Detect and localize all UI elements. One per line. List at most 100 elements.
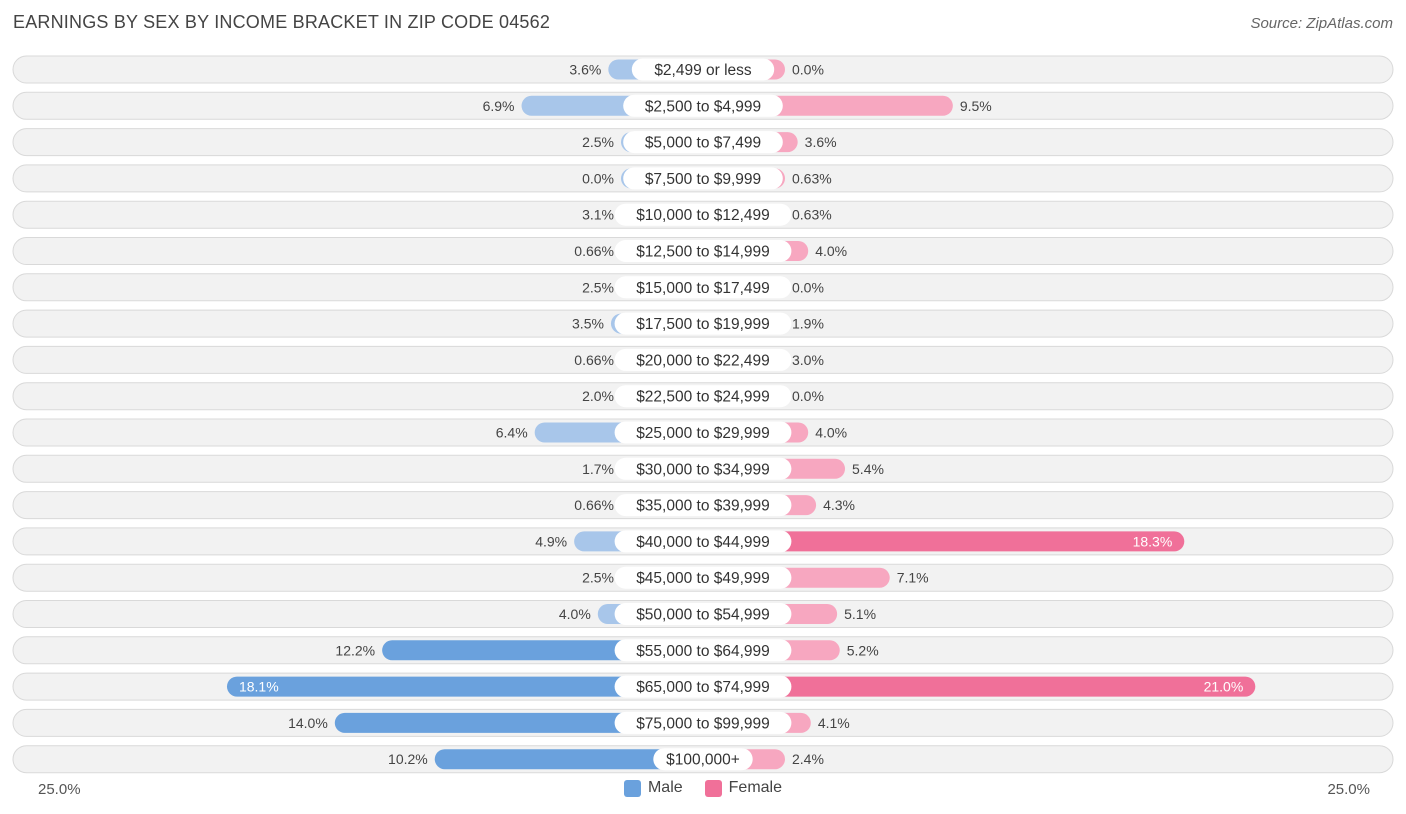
chart-title: EARNINGS BY SEX BY INCOME BRACKET IN ZIP… [13, 12, 551, 32]
bar-row: $7,500 to $9,999 0.0% 0.63% [12, 164, 1394, 193]
male-value-label: 0.66% [574, 497, 614, 513]
female-value-label: 7.1% [897, 570, 929, 586]
category-label: $100,000+ [666, 752, 740, 769]
bar-row: $5,000 to $7,499 2.5% 3.6% [12, 128, 1394, 157]
category-label: $7,500 to $9,999 [645, 171, 761, 188]
female-value-label: 5.4% [852, 461, 884, 477]
male-value-label: 4.9% [535, 533, 567, 549]
female-value-label: 3.0% [792, 352, 824, 368]
category-pill [614, 711, 792, 734]
male-value-label: 3.1% [582, 207, 614, 223]
male-value-label: 2.0% [582, 388, 614, 404]
bar-row: $40,000 to $44,999 4.9% 18.3% [12, 527, 1394, 556]
axis-max-label: 25.0% [1327, 781, 1370, 798]
category-label: $25,000 to $29,999 [636, 425, 770, 442]
male-bar [434, 749, 703, 770]
category-label: $55,000 to $64,999 [636, 643, 770, 660]
bar-row: $17,500 to $19,999 3.5% 1.9% [12, 309, 1394, 338]
male-value-label: 3.5% [572, 316, 604, 332]
category-label: $65,000 to $74,999 [636, 679, 770, 696]
category-label: $75,000 to $99,999 [636, 715, 770, 732]
category-pill [614, 494, 792, 517]
bar-row: $15,000 to $17,499 2.5% 0.0% [12, 273, 1394, 302]
male-value-label: 2.5% [582, 570, 614, 586]
female-value-label: 0.0% [792, 388, 824, 404]
category-pill [614, 385, 792, 408]
legend-label-female: Female [728, 779, 783, 796]
category-label: $45,000 to $49,999 [636, 570, 770, 587]
category-pill [614, 312, 792, 335]
female-value-label: 2.4% [792, 751, 824, 767]
male-value-label: 2.5% [582, 134, 614, 150]
male-bar [334, 712, 703, 733]
male-value-label: 0.0% [582, 170, 614, 186]
chart-legend: Male Female [0, 779, 1406, 797]
female-value-label: 18.3% [1133, 533, 1173, 549]
bar-row: $25,000 to $29,999 6.4% 4.0% [12, 418, 1394, 447]
category-label: $15,000 to $17,499 [636, 280, 770, 297]
female-value-label: 4.1% [818, 715, 850, 731]
category-label: $22,500 to $24,999 [636, 389, 770, 406]
bar-row: $45,000 to $49,999 2.5% 7.1% [12, 563, 1394, 592]
chart-source: Source: ZipAtlas.com [1250, 15, 1393, 32]
legend-item-female: Female [704, 779, 783, 797]
category-label: $35,000 to $39,999 [636, 498, 770, 515]
bar-row: $22,500 to $24,999 2.0% 0.0% [12, 382, 1394, 411]
bar-row: $35,000 to $39,999 0.66% 4.3% [12, 491, 1394, 520]
category-pill [614, 566, 792, 589]
category-label: $12,500 to $14,999 [636, 244, 770, 261]
category-pill [614, 639, 792, 662]
legend-item-male: Male [623, 779, 683, 797]
female-value-label: 9.5% [960, 98, 992, 114]
category-pill [631, 58, 775, 81]
category-label: $30,000 to $34,999 [636, 461, 770, 478]
female-value-label: 0.63% [792, 170, 832, 186]
female-value-label: 4.3% [823, 497, 855, 513]
bar-row: $55,000 to $64,999 12.2% 5.2% [12, 636, 1394, 665]
female-value-label: 1.9% [792, 316, 824, 332]
category-label: $50,000 to $54,999 [636, 607, 770, 624]
category-pill [614, 603, 792, 625]
category-label: $5,000 to $7,499 [645, 135, 761, 152]
male-value-label: 6.4% [496, 425, 528, 441]
female-value-label: 5.2% [847, 642, 879, 658]
bar-row: $12,500 to $14,999 0.66% 4.0% [12, 237, 1394, 265]
category-label: $17,500 to $19,999 [636, 316, 770, 333]
male-value-label: 10.2% [388, 751, 428, 767]
female-value-label: 4.0% [815, 243, 847, 259]
category-pill [614, 530, 792, 553]
category-pill [653, 748, 753, 771]
category-pill [623, 94, 783, 117]
category-label: $2,499 or less [654, 62, 752, 79]
category-pill [614, 348, 792, 371]
category-label: $2,500 to $4,999 [645, 98, 761, 115]
category-label: $10,000 to $12,499 [636, 207, 770, 224]
male-value-label: 18.1% [239, 679, 279, 695]
category-pill [614, 457, 792, 480]
male-value-label: 0.66% [574, 352, 614, 368]
male-value-label: 0.66% [574, 243, 614, 259]
female-value-label: 0.63% [792, 207, 832, 223]
category-pill [614, 276, 792, 299]
bar-row: $65,000 to $74,999 18.1% 21.0% [12, 672, 1394, 701]
male-value-label: 1.7% [582, 461, 614, 477]
female-bar [703, 531, 1185, 552]
category-label: $20,000 to $22,499 [636, 352, 770, 369]
category-pill [614, 203, 792, 226]
bar-row: $2,500 to $4,999 6.9% 9.5% [12, 91, 1394, 120]
bar-row: $50,000 to $54,999 4.0% 5.1% [12, 600, 1394, 628]
male-value-label: 4.0% [559, 606, 591, 622]
male-value-label: 12.2% [335, 642, 375, 658]
male-value-label: 14.0% [288, 715, 328, 731]
bar-row: $100,000+ 10.2% 2.4% [12, 745, 1394, 774]
female-value-label: 0.0% [792, 62, 824, 78]
category-pill [614, 240, 792, 262]
male-value-label: 2.5% [582, 279, 614, 295]
legend-swatch-male [623, 779, 641, 797]
category-pill [623, 131, 783, 154]
female-bar [703, 676, 1256, 697]
male-value-label: 6.9% [483, 98, 515, 114]
bar-row: $20,000 to $22,499 0.66% 3.0% [12, 345, 1394, 374]
female-value-label: 5.1% [844, 606, 876, 622]
